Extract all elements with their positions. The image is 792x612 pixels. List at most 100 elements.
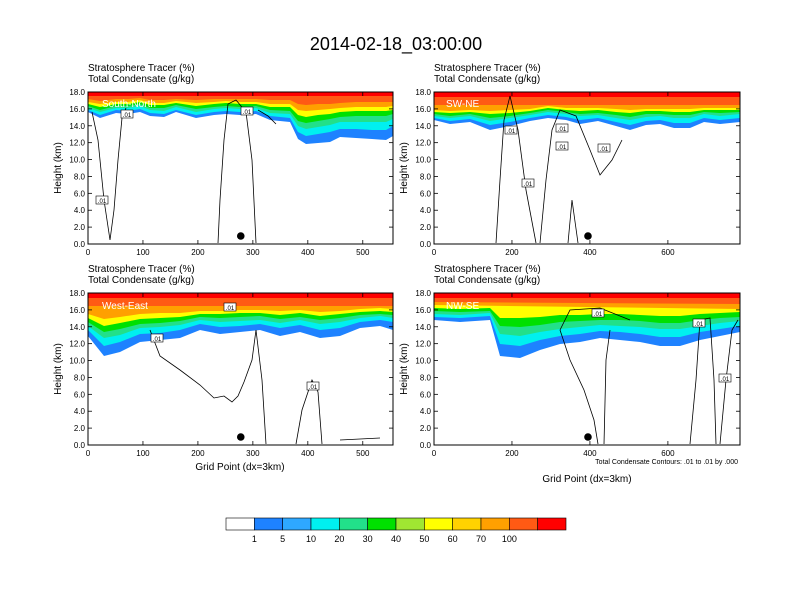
contour-label-box: .01 — [597, 143, 611, 153]
y-axis-label: Height (km) — [53, 142, 64, 194]
panel-south-north: Stratosphere Tracer (%) Total Condensate… — [53, 63, 394, 257]
panel-label: NW-SE — [446, 301, 479, 312]
y-tick-label: 8.0 — [74, 373, 86, 382]
tracer-band-100 — [88, 92, 393, 96]
x-tick-label: 500 — [356, 449, 370, 458]
colorbar-swatch — [225, 517, 255, 531]
contour-label-box: .01 — [223, 302, 237, 312]
y-tick-label: 4.0 — [74, 206, 86, 215]
tracer-shading — [88, 92, 393, 244]
x-tick-label: 0 — [86, 449, 91, 458]
colorbar: 1 5 10 20 30 40 50 60 70 100 — [225, 517, 567, 544]
panel-header-line2: Total Condensate (g/kg) — [88, 74, 194, 85]
colorbar-swatch — [254, 517, 283, 531]
cloud-contour — [495, 95, 537, 244]
location-marker — [236, 433, 245, 441]
cloud-contour — [149, 329, 257, 403]
y-axis-label: Height (km) — [399, 142, 410, 194]
contour-label: .01 — [243, 110, 252, 116]
y-tick-label: 8.0 — [420, 373, 432, 382]
y-tick-label: 12.0 — [69, 139, 85, 148]
contour-label-box: .01 — [95, 195, 109, 205]
y-tick-label: 4.0 — [420, 407, 432, 416]
y-tick-label: 12.0 — [69, 340, 85, 349]
cloud-contour — [339, 437, 381, 441]
contour-label: .01 — [558, 127, 567, 133]
contour-label-box: .01 — [555, 141, 569, 151]
colorbar-label: 5 — [280, 534, 285, 544]
contour-label-box: .01 — [150, 333, 164, 343]
x-tick-label: 200 — [505, 449, 519, 458]
y-tick-label: 6.0 — [420, 390, 432, 399]
cloud-contour — [91, 107, 127, 241]
contour-label: .01 — [309, 385, 318, 391]
contour-label: .01 — [600, 147, 609, 153]
colorbar-swatch — [452, 517, 482, 531]
contour-label: .01 — [153, 337, 162, 343]
location-marker — [584, 433, 592, 441]
colorbar-label: 100 — [502, 534, 517, 544]
y-tick-label: 14.0 — [415, 122, 431, 131]
colorbar-label: 40 — [391, 534, 401, 544]
cloud-contour — [603, 329, 611, 445]
y-tick-label: 2.0 — [74, 424, 86, 433]
colorbar-swatch — [282, 517, 312, 531]
contour-label-box: .01 — [555, 123, 569, 133]
contour-label-box: .01 — [692, 318, 706, 328]
y-tick-label: 16.0 — [69, 306, 85, 315]
y-tick-label: 0.0 — [74, 240, 86, 249]
y-tick-label: 18.0 — [69, 289, 85, 298]
x-axis-label: Grid Point (dx=3km) — [542, 474, 631, 485]
y-tick-label: 18.0 — [415, 88, 431, 97]
y-tick-label: 6.0 — [74, 390, 86, 399]
x-tick-label: 200 — [191, 449, 205, 458]
tracer-shading — [434, 92, 740, 244]
x-tick-label: 200 — [191, 248, 205, 257]
panel-sw-ne: Stratosphere Tracer (%) Total Condensate… — [399, 63, 741, 257]
x-tick-label: 100 — [136, 449, 150, 458]
contour-label-box: .01 — [591, 308, 605, 318]
colorbar-swatch — [480, 517, 510, 531]
colorbar-label: 30 — [363, 534, 373, 544]
panel-header-line2: Total Condensate (g/kg) — [88, 275, 194, 286]
colorbar-swatch — [339, 517, 368, 531]
cloud-contour — [567, 199, 579, 244]
x-tick-label: 400 — [301, 248, 315, 257]
y-tick-label: 10.0 — [69, 156, 85, 165]
contour-label: .01 — [507, 129, 516, 135]
y-tick-label: 6.0 — [420, 189, 432, 198]
y-tick-label: 4.0 — [74, 407, 86, 416]
contour-label: .01 — [594, 312, 603, 318]
figure-title: 2014-02-18_03:00:00 — [310, 34, 482, 55]
y-tick-label: 10.0 — [69, 357, 85, 366]
location-marker — [236, 232, 245, 240]
cloud-contour — [255, 329, 267, 445]
contour-label: .01 — [524, 182, 533, 188]
footer-note: Total Condensate Contours: .01 to .01 by… — [595, 459, 738, 466]
cloud-contour — [559, 329, 599, 445]
tracer-shading — [434, 293, 740, 445]
y-tick-label: 14.0 — [69, 323, 85, 332]
x-tick-label: 600 — [661, 248, 675, 257]
contour-label: .01 — [558, 145, 567, 151]
contour-label-box: .01 — [240, 106, 254, 116]
x-tick-label: 0 — [432, 449, 437, 458]
panel-label: South-North — [102, 99, 156, 110]
contour-label: .01 — [721, 377, 730, 383]
y-axis-label: Height (km) — [53, 343, 64, 395]
plot-frame — [433, 91, 741, 245]
y-tick-label: 12.0 — [415, 340, 431, 349]
contour-label: .01 — [226, 306, 235, 312]
colorbar-label: 1 — [252, 534, 257, 544]
cloud-contour — [257, 109, 277, 125]
y-tick-label: 2.0 — [74, 223, 86, 232]
panel-header-line2: Total Condensate (g/kg) — [434, 275, 540, 286]
x-tick-label: 400 — [301, 449, 315, 458]
x-tick-label: 400 — [583, 248, 597, 257]
colorbar-label: 10 — [306, 534, 316, 544]
tracer-band-100 — [434, 293, 740, 298]
x-tick-label: 300 — [246, 248, 260, 257]
cloud-contour — [295, 378, 323, 445]
y-tick-label: 0.0 — [420, 240, 432, 249]
